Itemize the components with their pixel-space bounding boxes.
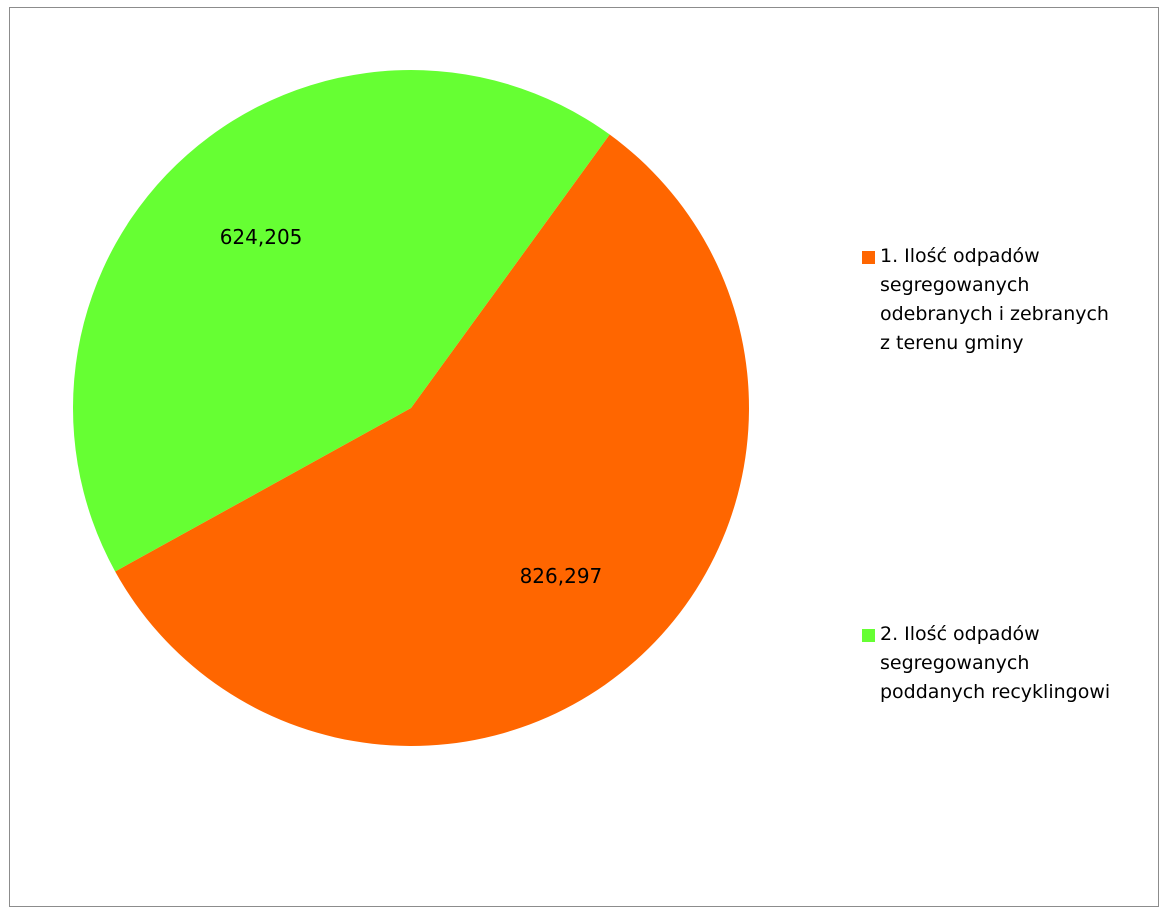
legend-line: segregowanych: [880, 274, 1030, 296]
legend-line: odebranych i zebranych: [880, 303, 1109, 325]
pie-slices: [73, 70, 750, 747]
data-label-1: 826,297: [520, 564, 603, 588]
legend-label-1: 1. Ilość odpadów segregowanych odebranyc…: [880, 242, 1161, 358]
legend-line: z terenu gminy: [880, 332, 1024, 354]
pie-data-labels: 826,297 624,205: [220, 225, 603, 588]
data-label-2: 624,205: [220, 225, 303, 249]
pie-slice-1: [115, 134, 750, 747]
legend-swatch-orange: [862, 251, 875, 264]
legend-swatch-green: [862, 629, 875, 642]
legend-line: segregowanych: [880, 652, 1030, 674]
legend-item-1: 1. Ilość odpadów segregowanych odebranyc…: [862, 242, 1161, 358]
legend-line: 2. Ilość odpadów: [880, 623, 1040, 645]
legend-line: 1. Ilość odpadów: [880, 245, 1040, 267]
legend-label-2: 2. Ilość odpadów segregowanych poddanych…: [880, 620, 1161, 707]
legend-item-2: 2. Ilość odpadów segregowanych poddanych…: [862, 620, 1161, 707]
pie-slice-2: [73, 70, 610, 572]
legend-line: poddanych recyklingowi: [880, 681, 1111, 703]
